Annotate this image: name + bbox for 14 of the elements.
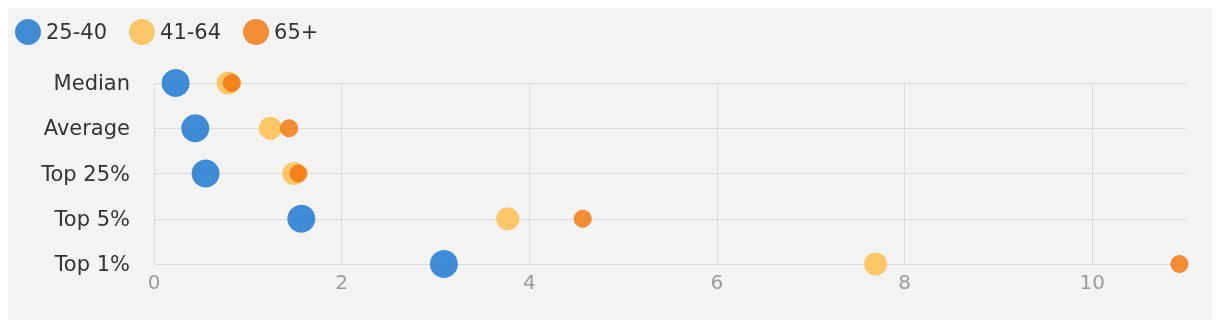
legend-label: 25-40: [46, 20, 108, 44]
legend-label: 41-64: [160, 20, 222, 44]
y-tick-label: Top 5%: [53, 206, 130, 231]
y-tick-label: Top 25%: [40, 161, 130, 186]
x-tick-label: 0: [147, 270, 161, 294]
x-tick-label: 4: [522, 270, 536, 294]
x-tick-label: 8: [898, 270, 911, 294]
legend-label: 65+: [274, 20, 319, 44]
x-tick-label: 10: [1079, 270, 1105, 294]
y-tick-label: Average: [43, 116, 130, 141]
x-tick-label: 6: [710, 270, 724, 294]
y-tick-label: Median: [53, 71, 130, 95]
x-tick-label: 2: [335, 270, 348, 294]
y-tick-label: Top 1%: [53, 252, 130, 276]
